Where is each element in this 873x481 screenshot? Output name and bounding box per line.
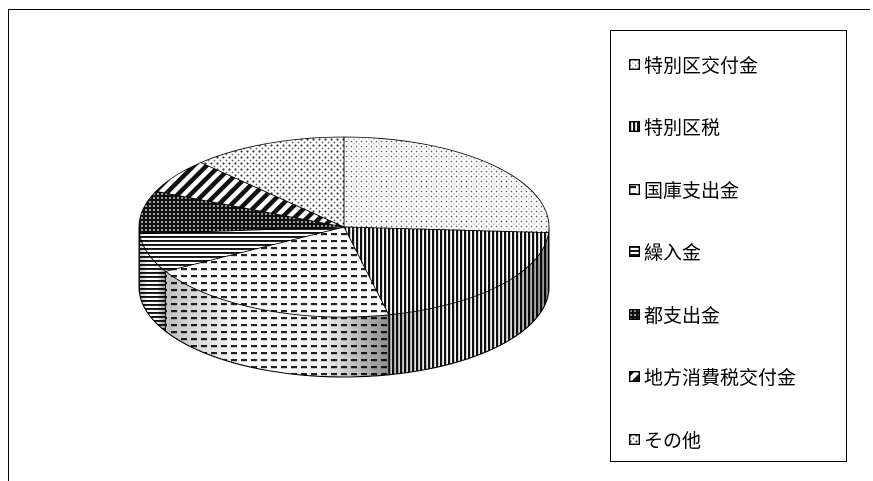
legend-item: その他 [629,424,701,454]
pie-slice-5 [138,190,345,235]
pie-side-shade-3 [165,271,389,378]
legend-item: 国庫支出金 [629,174,739,204]
plot-frame-top [8,9,870,10]
legend-label: その他 [644,429,702,452]
pie-rim-outline [138,227,550,378]
legend-item: 都支出金 [629,299,720,329]
legend: 特別区交付金 特別区税国庫支出金繰入金都支出金地方消費税交付金 その他 [610,30,847,462]
legend-label: 特別区交付金 [644,54,759,77]
legend-label: 繰入金 [644,242,702,264]
pie-side-shade-4 [139,233,166,332]
legend-item: 地方消費税交付金 [629,362,796,392]
legend-label: 国庫支出金 [644,179,740,202]
pie-slice-3 [164,226,390,318]
legend-label: 都支出金 [644,304,721,327]
legend-swatch [629,58,640,70]
pie-tops [138,136,550,318]
legend-swatch [629,121,640,132]
legend-item: 特別区税 [629,112,720,142]
legend-swatch [629,183,640,195]
legend-item: 繰入金 [629,237,701,267]
legend-swatch [629,308,640,320]
pie-slice-7 [199,136,345,228]
pie-slice-2 [343,226,550,316]
plot-frame-left [8,9,9,481]
legend-item: 特別区交付金 [629,49,758,79]
legend-label: 特別区税 [644,117,721,139]
legend-swatch [629,371,640,382]
legend-label: 地方消費税交付金 [644,367,797,389]
pie-slice-1 [343,136,550,234]
pie-side-shade-2 [388,232,549,375]
legend-swatch [629,433,640,445]
legend-swatch [629,246,640,257]
